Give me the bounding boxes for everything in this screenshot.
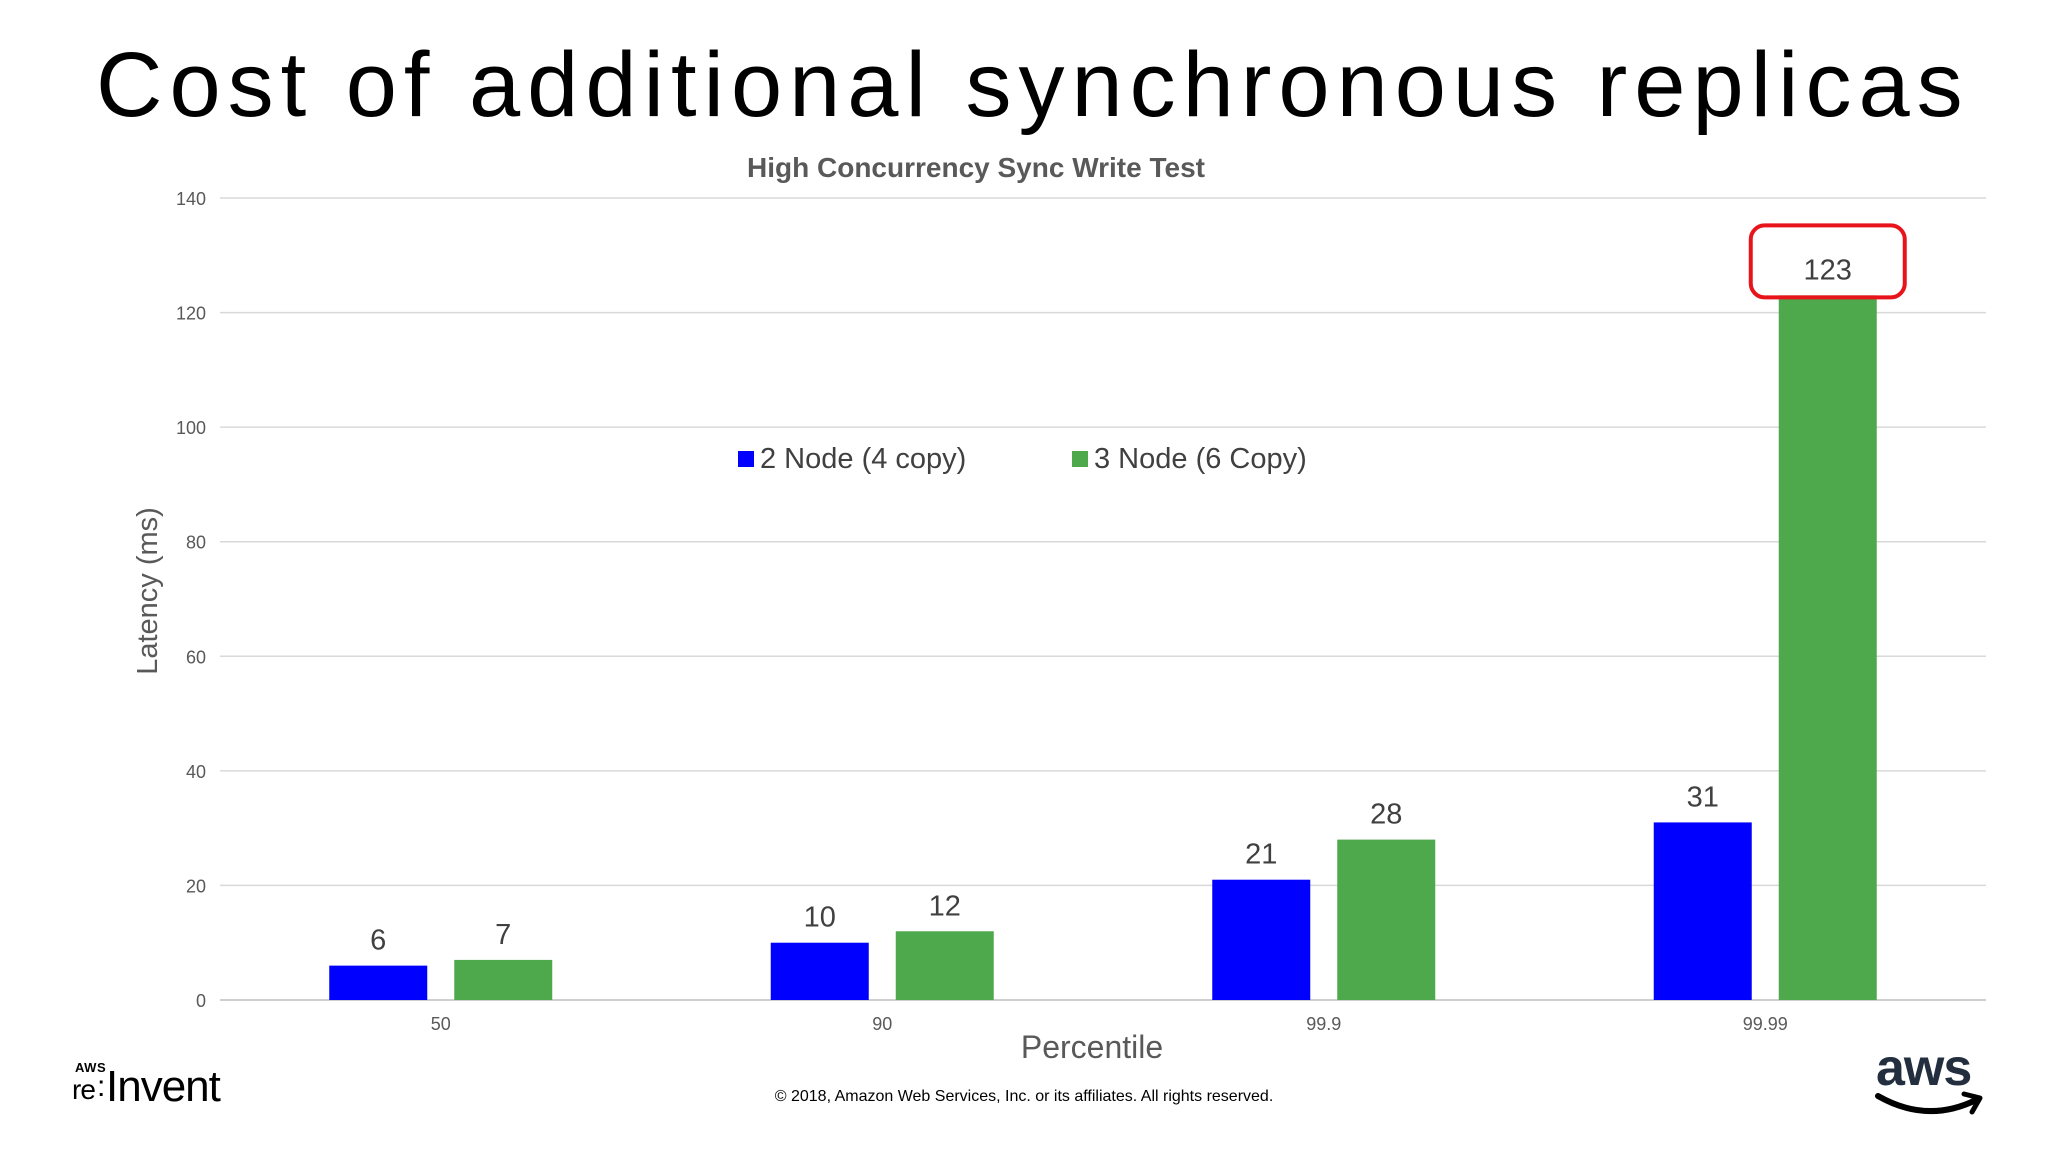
x-tick-labels: 50 90 99.9 99.99	[431, 1014, 1788, 1034]
bar-s0-99.99	[1653, 822, 1752, 1000]
data-label-s1-99.99: 123	[1804, 254, 1852, 286]
data-label-s0-90: 10	[804, 902, 836, 934]
y-tick-80: 80	[186, 533, 206, 553]
x-tick-50: 50	[431, 1014, 451, 1034]
data-label-s1-50: 7	[495, 919, 511, 951]
data-label-s1-90: 12	[929, 890, 961, 922]
copyright-notice: © 2018, Amazon Web Services, Inc. or its…	[774, 1088, 1274, 1105]
bars: 6 7 10 12 21 28 31 123	[329, 223, 1907, 1000]
bar-s0-99.9	[1212, 879, 1311, 1000]
data-label-s1-99.9: 28	[1370, 799, 1402, 831]
amazon-smile-icon	[1875, 1091, 1983, 1115]
logo-colon: :	[97, 1070, 106, 1103]
data-label-s0-50: 6	[370, 925, 386, 957]
legend-swatch-1	[1072, 451, 1088, 467]
y-tick-140: 140	[176, 189, 206, 209]
highlight-box	[1748, 223, 1907, 300]
y-axis-label: Latency (ms)	[132, 507, 164, 675]
slide-title: Cost of additional synchronous replicas	[96, 34, 1970, 136]
aws-logo-word: aws	[1876, 1039, 1972, 1097]
x-axis-label: Percentile	[1021, 1029, 1163, 1065]
aws-logo: aws	[1872, 1038, 1992, 1118]
bar-s0-90	[770, 942, 869, 1000]
y-tick-0: 0	[196, 991, 206, 1011]
legend-label-1: 3 Node (6 Copy)	[1094, 443, 1307, 475]
bar-s0-50	[329, 965, 428, 1000]
y-tick-40: 40	[186, 762, 206, 782]
logo-aws-small: AWS	[75, 1060, 107, 1075]
bar-s1-99.99	[1778, 295, 1877, 1000]
x-tick-90: 90	[872, 1014, 892, 1034]
x-tick-99.99: 99.99	[1743, 1014, 1788, 1034]
bar-s1-90	[895, 931, 994, 1000]
y-tick-60: 60	[186, 647, 206, 667]
legend-label-0: 2 Node (4 copy)	[760, 443, 966, 475]
legend-swatch-0	[738, 451, 754, 467]
x-tick-99.9: 99.9	[1306, 1014, 1341, 1034]
logo-invent: Invent	[106, 1062, 221, 1111]
y-tick-20: 20	[186, 876, 206, 896]
reinvent-logo: AWS re : Invent	[72, 1058, 242, 1111]
logo-re: re	[72, 1074, 96, 1105]
bar-s1-50	[454, 959, 553, 1000]
y-tick-labels: 0 20 40 60 80 100 120 140	[176, 189, 206, 1011]
data-label-s0-99.9: 21	[1245, 839, 1277, 871]
legend: 2 Node (4 copy) 3 Node (6 Copy)	[738, 443, 1307, 475]
y-tick-120: 120	[176, 304, 206, 324]
data-label-s0-99.99: 31	[1687, 781, 1719, 813]
bar-s1-99.9	[1337, 839, 1436, 1000]
chart-title: High Concurrency Sync Write Test	[747, 152, 1205, 183]
y-tick-100: 100	[176, 418, 206, 438]
